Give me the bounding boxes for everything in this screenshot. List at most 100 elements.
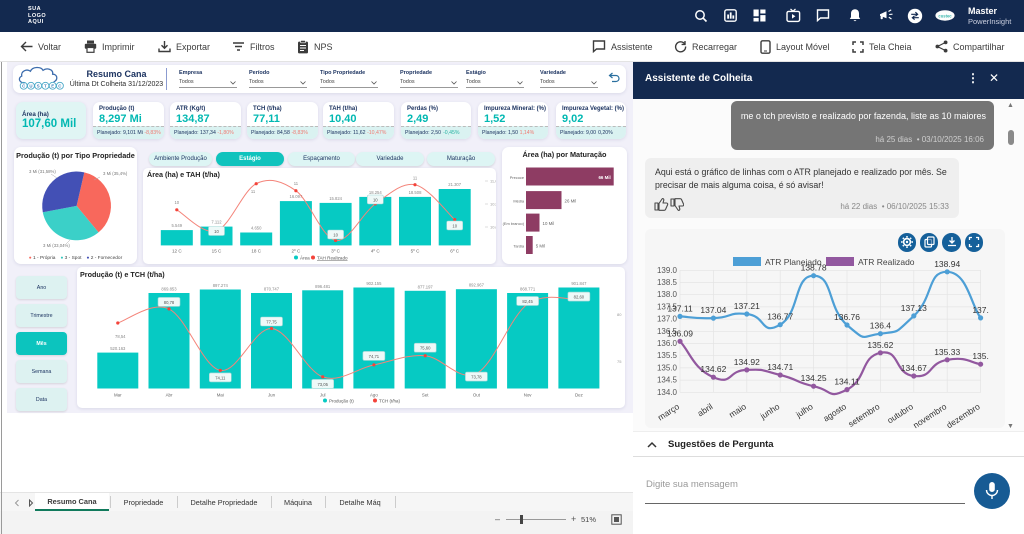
svg-text:75: 75: [617, 359, 622, 364]
svg-text:902.155: 902.155: [366, 281, 382, 286]
svg-text:Dez: Dez: [575, 393, 583, 398]
svg-text:78,54: 78,54: [115, 334, 126, 339]
svg-text:Mar: Mar: [114, 393, 122, 398]
svg-text:138.94: 138.94: [934, 259, 960, 269]
svg-text:11,0: 11,0: [490, 179, 496, 184]
svg-text:18 C: 18 C: [251, 248, 261, 253]
svg-text:137.04: 137.04: [700, 305, 726, 315]
svg-text:137.13: 137.13: [901, 303, 927, 313]
svg-text:74,11: 74,11: [215, 375, 226, 380]
svg-text:Set: Set: [422, 393, 429, 398]
svg-text:Precoce: Precoce: [510, 175, 524, 180]
svg-text:7.112: 7.112: [211, 220, 222, 225]
svg-text:10: 10: [452, 224, 457, 229]
svg-text:3 Mi (31,58%): 3 Mi (31,58%): [29, 169, 56, 174]
svg-text:10: 10: [174, 200, 179, 205]
svg-text:135.0: 135.0: [657, 363, 678, 372]
svg-text:15.824: 15.824: [329, 196, 342, 201]
svg-text:16.097: 16.097: [289, 194, 302, 199]
svg-text:137.: 137.: [972, 305, 989, 315]
svg-text:73,05: 73,05: [317, 382, 328, 387]
svg-text:março: março: [656, 401, 681, 422]
svg-text:4.650: 4.650: [251, 226, 262, 231]
svg-text:135.62: 135.62: [867, 340, 893, 350]
svg-text:10: 10: [333, 233, 338, 238]
svg-text:12 C: 12 C: [172, 248, 182, 253]
svg-text:136.5: 136.5: [657, 327, 678, 336]
svg-text:892.967: 892.967: [469, 283, 485, 288]
svg-text:10: 10: [373, 198, 378, 203]
svg-text:138.78: 138.78: [801, 263, 827, 273]
svg-text:135.33: 135.33: [934, 347, 960, 357]
svg-text:134.71: 134.71: [767, 362, 793, 372]
svg-text:Produção (t): Produção (t): [329, 399, 354, 404]
svg-text:877.197: 877.197: [418, 284, 434, 289]
svg-text:138.0: 138.0: [657, 290, 678, 299]
svg-text:T: T: [44, 83, 47, 88]
svg-text:134.0: 134.0: [657, 388, 678, 397]
svg-text:Mai: Mai: [217, 393, 224, 398]
svg-text:2º C: 2º C: [291, 248, 301, 253]
svg-text:136.76: 136.76: [834, 312, 860, 322]
svg-text:137.21: 137.21: [734, 301, 760, 311]
svg-text:82,45: 82,45: [522, 299, 533, 304]
svg-text:Out: Out: [473, 393, 481, 398]
svg-text:agosto: agosto: [821, 401, 848, 423]
svg-text:75,60: 75,60: [420, 346, 431, 351]
svg-text:setembro: setembro: [846, 401, 881, 429]
svg-text:896.481: 896.481: [315, 284, 331, 289]
svg-text:869.853: 869.853: [161, 287, 177, 292]
svg-text:134.25: 134.25: [801, 373, 827, 383]
svg-text:11: 11: [294, 181, 299, 186]
svg-text:Ago: Ago: [370, 393, 378, 398]
svg-text:10 Mil: 10 Mil: [543, 221, 555, 226]
svg-text:3º C: 3º C: [331, 248, 341, 253]
svg-text:897.274: 897.274: [213, 283, 229, 288]
svg-text:Jun: Jun: [268, 393, 276, 398]
svg-text:5º C: 5º C: [411, 248, 421, 253]
svg-text:Área: Área: [300, 255, 310, 261]
svg-text:18.508: 18.508: [409, 190, 422, 195]
svg-text:Nov: Nov: [524, 393, 533, 398]
svg-text:135.: 135.: [972, 351, 989, 361]
svg-text:TCH (t/ha): TCH (t/ha): [379, 399, 401, 404]
svg-text:5.549: 5.549: [172, 223, 183, 228]
svg-text:abril: abril: [696, 401, 715, 418]
svg-text:5 Mil: 5 Mil: [536, 244, 545, 249]
svg-text:15 C: 15 C: [212, 248, 222, 253]
svg-text:18.254: 18.254: [369, 190, 382, 195]
svg-text:10,0: 10,0: [490, 225, 496, 230]
svg-text:136.09: 136.09: [667, 328, 693, 338]
svg-text:135.5: 135.5: [657, 351, 678, 360]
svg-text:134.92: 134.92: [734, 357, 760, 367]
svg-text:11: 11: [413, 176, 418, 181]
svg-text:TAH Realizado: TAH Realizado: [317, 256, 348, 261]
svg-text:4º C: 4º C: [371, 248, 381, 253]
svg-text:junho: junho: [758, 401, 782, 421]
svg-text:3 Mi (35,4%): 3 Mi (35,4%): [103, 171, 128, 176]
svg-text:73,78: 73,78: [471, 375, 482, 380]
svg-text:137.11: 137.11: [667, 303, 693, 313]
svg-text:134.5: 134.5: [657, 376, 678, 385]
svg-text:80,78: 80,78: [164, 300, 175, 305]
svg-text:134.62: 134.62: [700, 364, 726, 374]
svg-text:77,75: 77,75: [266, 320, 277, 325]
svg-text:82,60: 82,60: [574, 295, 585, 300]
svg-text:74,71: 74,71: [369, 354, 380, 359]
svg-text:ATR Planejado: ATR Planejado: [765, 257, 822, 267]
svg-text:138.5: 138.5: [657, 278, 678, 287]
svg-text:80: 80: [617, 312, 622, 317]
svg-text:custec: custec: [938, 13, 952, 18]
svg-text:136.0: 136.0: [657, 339, 678, 348]
svg-text:136.4: 136.4: [870, 321, 892, 331]
svg-text:6º C: 6º C: [450, 248, 460, 253]
svg-text:21.307: 21.307: [448, 182, 461, 187]
svg-text:Abr: Abr: [166, 393, 173, 398]
svg-text:868.771: 868.771: [520, 287, 536, 292]
svg-text:Tardia: Tardia: [513, 244, 524, 249]
svg-text:137.0: 137.0: [657, 315, 678, 324]
svg-text:901.847: 901.847: [571, 281, 587, 286]
svg-text:Jul: Jul: [320, 393, 326, 398]
svg-text:10: 10: [214, 229, 219, 234]
svg-text:134.11: 134.11: [834, 377, 860, 387]
